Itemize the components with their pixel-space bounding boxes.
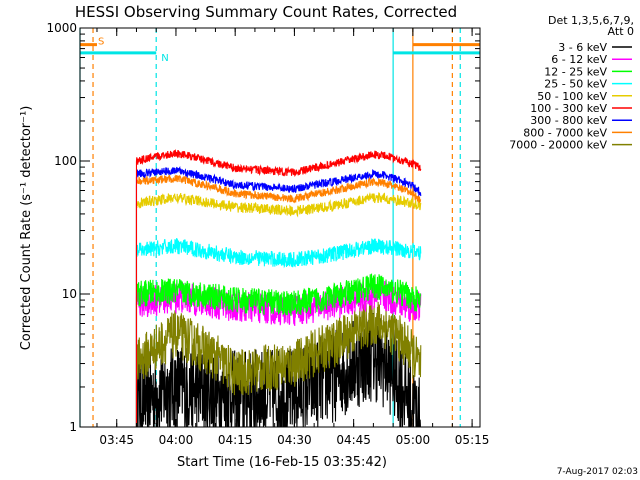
- legend-entry: 3 - 6 keV: [558, 41, 607, 54]
- series-line: [135, 238, 422, 427]
- x-tick-label: 05:15: [455, 433, 490, 447]
- series-line: [135, 174, 422, 427]
- series-25-50keV: [135, 238, 422, 427]
- legend-entry: 7000 - 20000 keV: [509, 139, 607, 152]
- series-line: [135, 299, 422, 427]
- x-axis-label: Start Time (16-Feb-15 03:35:42): [177, 455, 387, 470]
- series-800-7000keV: [135, 174, 422, 427]
- legend-header: Det 1,3,5,6,7,9,: [548, 14, 634, 27]
- series-line: [135, 273, 422, 427]
- marker-label-n: N: [161, 53, 168, 64]
- series-3-6keV: [135, 313, 421, 428]
- y-axis-label: Corrected Count Rate (s⁻¹ detector⁻¹): [19, 106, 34, 351]
- series-line: [135, 149, 422, 427]
- series-50-100keV: [135, 192, 422, 427]
- chart-title: HESSI Observing Summary Count Rates, Cor…: [75, 3, 457, 21]
- x-tick-label: 04:45: [336, 433, 371, 447]
- y-tick-label: 1: [69, 420, 77, 434]
- legend-entry: 25 - 50 keV: [544, 78, 607, 91]
- series-12-25keV: [135, 273, 422, 427]
- y-tick-label: 100: [54, 154, 77, 168]
- series-100-300keV: [135, 149, 422, 427]
- legend-entry: 12 - 25 keV: [544, 65, 607, 78]
- y-tick-label: 10: [62, 287, 77, 301]
- legend-entry: 300 - 800 keV: [530, 114, 607, 127]
- series-line: [135, 166, 422, 427]
- legend-entry: 50 - 100 keV: [537, 90, 607, 103]
- series-7000-20000keV: [135, 299, 422, 427]
- marker-label-s: S: [98, 37, 104, 48]
- x-tick-label: 05:00: [396, 433, 431, 447]
- x-tick-label: 03:45: [99, 433, 134, 447]
- footer-date: 7-Aug-2017 02:03: [557, 467, 638, 477]
- x-tick-label: 04:30: [277, 433, 312, 447]
- legend-header: Att 0: [608, 25, 634, 38]
- legend-entry: 800 - 7000 keV: [523, 126, 607, 139]
- series-line: [135, 313, 421, 428]
- x-tick-label: 04:00: [159, 433, 194, 447]
- legend-entry: 100 - 300 keV: [530, 102, 607, 115]
- plot-area: SN: [79, 28, 480, 428]
- plot-frame: [79, 27, 481, 428]
- axes: 1 10 100 1000 03:45 04:00 04:15 04:30 04:45 05:00…: [46, 21, 489, 447]
- x-tick-label: 04:15: [218, 433, 253, 447]
- series-300-800keV: [135, 166, 422, 427]
- y-tick-label: 1000: [46, 21, 77, 35]
- legend-entry: 6 - 12 keV: [551, 53, 607, 66]
- series-line: [135, 192, 422, 427]
